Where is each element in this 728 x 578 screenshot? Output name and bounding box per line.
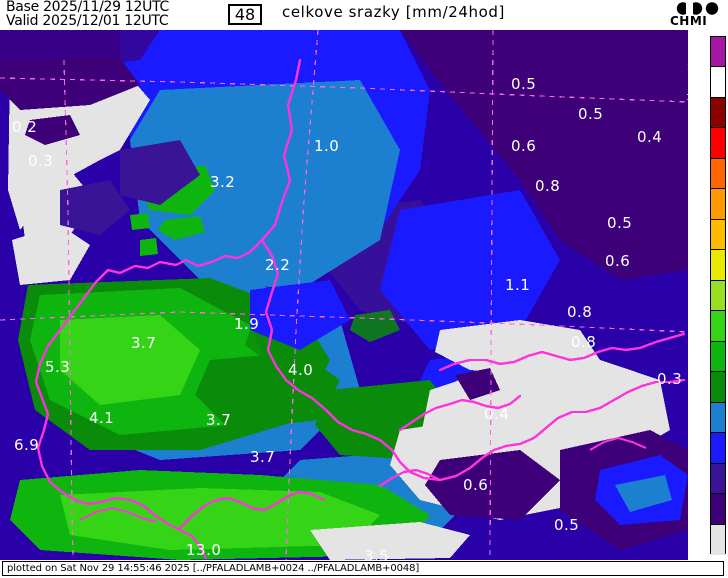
map-value-label: 0.8 — [567, 303, 593, 321]
legend-tick: 80.0 — [691, 123, 709, 133]
map-value-label: 3.7 — [206, 411, 232, 429]
map-value-label: 0.4 — [484, 405, 510, 423]
chmi-logo-mark-icon — [676, 2, 719, 15]
map-value-label: 0.5 — [511, 75, 537, 93]
legend-color-cell — [711, 37, 725, 68]
map-value-label: 0.5 — [554, 516, 580, 534]
legend-tick: 0.1 — [696, 519, 709, 529]
status-bar-frame: plotted on Sat Nov 29 14:55:46 2025 [../… — [2, 561, 724, 576]
legend-tick: 20.0 — [691, 245, 709, 255]
map-value-label: 1.9 — [234, 315, 260, 333]
map-value-label: 0.5 — [578, 105, 604, 123]
legend-tick: 30.0 — [691, 214, 709, 224]
status-bar: plotted on Sat Nov 29 14:55:46 2025 [../… — [0, 560, 728, 578]
legend-color-cell — [711, 372, 725, 403]
legend-tick: 60.0 — [691, 153, 709, 163]
base-value: 2025/11/29 12UTC — [43, 0, 169, 15]
page-title: celkove srazky [mm/24hod] — [282, 3, 505, 21]
legend-color-cell — [711, 311, 725, 342]
map-raster — [0, 30, 688, 560]
valid-label: Valid — [6, 13, 39, 29]
map-value-label: 6.9 — [14, 436, 40, 454]
legend-color-cell — [711, 524, 725, 555]
map-value-label: 0.6 — [463, 476, 489, 494]
map-value-label: 0.6 — [511, 137, 537, 155]
map-value-label: 2.2 — [265, 256, 291, 274]
chmi-logo: CHMI — [666, 1, 724, 29]
legend-tick: 0.5 — [696, 458, 709, 468]
color-scale-legend: >100 100.0 80.0 60.0 40.0 30.0 20.0 15.0 10.0 8.0… — [686, 30, 728, 560]
map-value-label: 3.2 — [210, 173, 236, 191]
map-value-label: 0.3 — [657, 370, 683, 388]
legend-color-cell — [711, 341, 725, 373]
map-value-label: 4.0 — [288, 361, 314, 379]
legend-color-cell — [711, 463, 725, 495]
legend-color-cell — [711, 219, 725, 251]
legend-tick: 10.0 — [691, 306, 709, 316]
forecast-step-value: 48 — [234, 5, 256, 24]
legend-tick: 4.0 — [696, 367, 709, 377]
legend-tick: 8.0 — [696, 336, 709, 346]
legend-tick: 2.0 — [696, 397, 709, 407]
chmi-logo-text: CHMI — [670, 14, 708, 28]
valid-value: 2025/12/01 12UTC — [42, 13, 169, 29]
legend-tick: 40.0 — [691, 184, 709, 194]
map-value-label: 5.3 — [45, 358, 71, 376]
legend-tick: 0.3 — [696, 489, 709, 499]
legend-color-cell — [711, 433, 725, 464]
legend-color-cell — [711, 402, 725, 434]
map-value-label: 3.7 — [131, 334, 157, 352]
legend-color-cell — [711, 280, 725, 312]
map-value-label: 0.4 — [637, 128, 663, 146]
map-value-label: 4.1 — [89, 409, 115, 427]
base-time-line: Base 2025/11/29 12UTC — [6, 0, 169, 15]
map-value-label: 0.8 — [535, 177, 561, 195]
map-value-label: 3.7 — [250, 448, 276, 466]
legend-color-cell — [711, 250, 725, 281]
map-value-label: 0.5 — [607, 214, 633, 232]
map-value-label: 0.6 — [605, 252, 631, 270]
legend-tick: >100 — [687, 62, 709, 72]
legend-color-cell — [711, 189, 725, 220]
run-time-block: Base 2025/11/29 12UTC Valid 2025/12/01 1… — [6, 0, 226, 30]
legend-tick: 100.0 — [686, 92, 709, 102]
map-value-label: 13.0 — [186, 541, 222, 559]
map-value-label: 0.2 — [12, 118, 38, 136]
legend-color-cell — [711, 494, 725, 525]
legend-tick: 15.0 — [691, 275, 709, 285]
valid-time-line: Valid 2025/12/01 12UTC — [6, 13, 169, 29]
map-value-label: 1.1 — [505, 276, 531, 294]
map-value-label: 3.5 — [364, 547, 390, 560]
legend-color-cell — [711, 158, 725, 190]
legend-tick: 1.0 — [696, 428, 709, 438]
forecast-step-box: 48 — [228, 4, 262, 25]
legend-color-bar[interactable] — [710, 36, 726, 555]
legend-color-cell — [711, 128, 725, 159]
map-value-label: 1.0 — [314, 137, 340, 155]
map-value-label: 0.8 — [571, 333, 597, 351]
map-value-label: 0.3 — [28, 152, 54, 170]
status-text: plotted on Sat Nov 29 14:55:46 2025 [../… — [7, 563, 420, 574]
legend-color-cell — [711, 67, 725, 98]
base-label: Base — [6, 0, 39, 15]
legend-color-cell — [711, 97, 725, 129]
precipitation-map[interactable]: 0.2 0.3 3.2 1.0 0.5 0.5 0.6 0.4 0.8 0.5 2.2 1.9 3.7 5… — [0, 30, 688, 560]
header-bar: Base 2025/11/29 12UTC Valid 2025/12/01 1… — [0, 0, 728, 30]
